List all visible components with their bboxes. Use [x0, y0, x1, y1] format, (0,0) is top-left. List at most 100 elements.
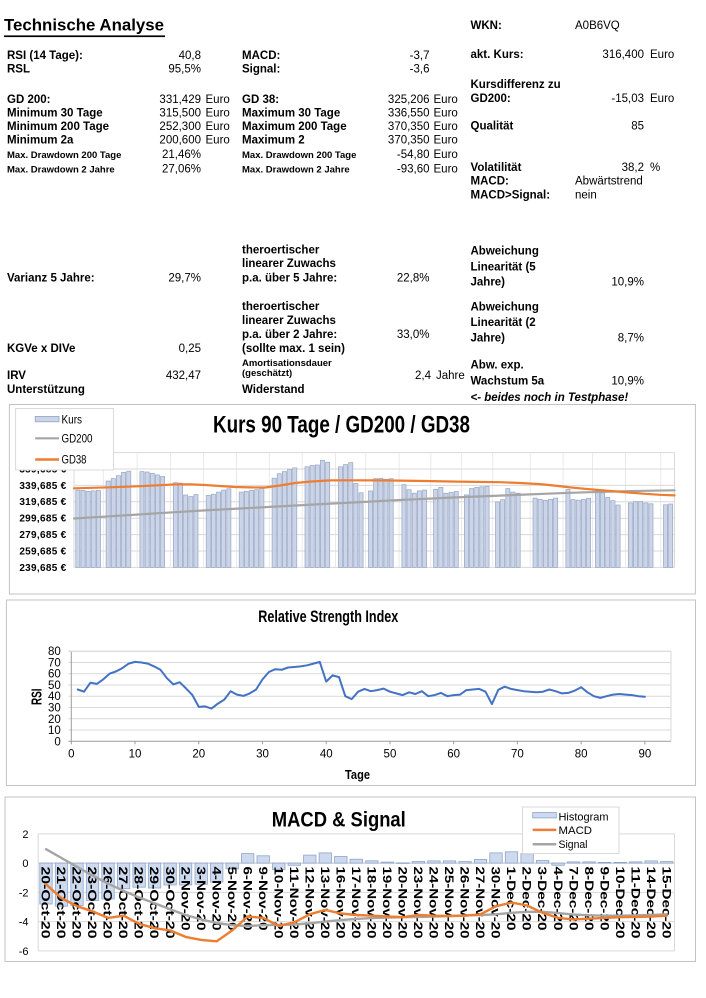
svg-text:6-Nov-20: 6-Nov-20 — [241, 867, 255, 931]
svg-text:0: 0 — [68, 749, 74, 761]
svg-text:0: 0 — [22, 858, 28, 870]
svg-text:27,06%: 27,06% — [162, 164, 201, 176]
svg-text:Kurs: Kurs — [62, 412, 83, 426]
svg-text:7-Dec-20: 7-Dec-20 — [567, 867, 581, 931]
svg-text:(sollte max. 1 sein): (sollte max. 1 sein) — [242, 343, 345, 355]
svg-text:370,350: 370,350 — [388, 121, 430, 133]
svg-text:Histogram: Histogram — [559, 811, 609, 823]
svg-text:theroertischer: theroertischer — [242, 244, 320, 256]
svg-text:2-Nov-20: 2-Nov-20 — [179, 867, 193, 931]
svg-text:-15,03: -15,03 — [611, 93, 644, 105]
svg-text:-6: -6 — [19, 946, 29, 958]
svg-text:Euro: Euro — [434, 164, 458, 176]
svg-text:18-Nov-20: 18-Nov-20 — [365, 867, 379, 939]
svg-text:RSI (14 Tage):: RSI (14 Tage): — [7, 50, 83, 62]
svg-text:8-Dec-20: 8-Dec-20 — [582, 867, 596, 931]
svg-text:38,2: 38,2 — [622, 162, 644, 174]
svg-text:17-Nov-20: 17-Nov-20 — [349, 867, 363, 939]
svg-text:60: 60 — [447, 749, 460, 761]
svg-text:Linearität (2: Linearität (2 — [471, 317, 536, 329]
svg-text:Signal:: Signal: — [242, 64, 280, 76]
svg-text:MACD:: MACD: — [471, 176, 509, 188]
svg-text:90: 90 — [638, 749, 651, 761]
svg-text:Kurs 90 Tage / GD200 / GD38: Kurs 90 Tage / GD200 / GD38 — [213, 411, 470, 438]
svg-text:RSI: RSI — [30, 689, 46, 706]
svg-text:Euro: Euro — [434, 149, 458, 161]
svg-text:MACD: MACD — [559, 825, 593, 837]
svg-text:10-Nov-20: 10-Nov-20 — [272, 867, 286, 939]
svg-text:GD200:: GD200: — [471, 93, 511, 105]
svg-text:27-Oct-20: 27-Oct-20 — [117, 867, 131, 939]
svg-text:Max. Drawdown 200 Tage: Max. Drawdown 200 Tage — [242, 150, 356, 161]
svg-text:-2: -2 — [19, 887, 29, 899]
svg-text:50: 50 — [384, 749, 397, 761]
svg-text:Euro: Euro — [434, 134, 458, 146]
svg-text:Euro: Euro — [206, 121, 230, 133]
svg-text:40: 40 — [320, 749, 333, 761]
svg-text:70: 70 — [511, 749, 524, 761]
svg-text:336,550: 336,550 — [388, 107, 430, 119]
svg-text:239,685 €: 239,685 € — [19, 563, 66, 574]
svg-text:27-Nov-20: 27-Nov-20 — [474, 867, 488, 939]
svg-text:9-Dec-20: 9-Dec-20 — [598, 867, 612, 931]
svg-text:-4: -4 — [19, 917, 29, 929]
svg-text:11-Nov-20: 11-Nov-20 — [287, 867, 301, 939]
svg-text:40,8: 40,8 — [179, 50, 201, 62]
svg-text:Tage: Tage — [345, 768, 370, 782]
svg-text:Max. Drawdown 200 Tage: Max. Drawdown 200 Tage — [7, 150, 121, 161]
svg-text:GD200: GD200 — [62, 431, 93, 445]
svg-text:2-Dec-20: 2-Dec-20 — [520, 867, 534, 931]
svg-text:Volatilität: Volatilität — [471, 162, 522, 174]
svg-text:12-Nov-20: 12-Nov-20 — [303, 867, 317, 939]
svg-text:26-Oct-20: 26-Oct-20 — [101, 867, 115, 939]
svg-text:95,5%: 95,5% — [168, 64, 201, 76]
svg-text:20-Oct-20: 20-Oct-20 — [39, 867, 53, 939]
svg-text:16-Nov-20: 16-Nov-20 — [334, 867, 348, 939]
svg-text:432,47: 432,47 — [166, 370, 201, 382]
svg-text:Kursdifferenz zu: Kursdifferenz zu — [471, 79, 561, 91]
svg-text:p.a. über 5 Jahre:: p.a. über 5 Jahre: — [242, 272, 337, 284]
svg-text:nein: nein — [575, 190, 597, 202]
svg-text:Max. Drawdown 2 Jahre: Max. Drawdown 2 Jahre — [242, 165, 350, 176]
svg-text:316,400: 316,400 — [602, 49, 644, 61]
svg-text:<- beides noch in Testphase!: <- beides noch in Testphase! — [471, 392, 629, 404]
svg-text:20: 20 — [48, 714, 61, 726]
svg-text:Euro: Euro — [434, 94, 458, 106]
svg-text:Abw. exp.: Abw. exp. — [471, 359, 524, 371]
svg-text:-3,7: -3,7 — [410, 50, 430, 62]
svg-text:23-Nov-20: 23-Nov-20 — [411, 867, 425, 939]
svg-text:Abwärtstrend: Abwärtstrend — [575, 176, 643, 188]
svg-text:Unterstützung: Unterstützung — [7, 384, 85, 396]
svg-text:Relative Strength Index: Relative Strength Index — [258, 608, 398, 626]
svg-text:GD38: GD38 — [62, 453, 87, 467]
svg-text:Euro: Euro — [650, 49, 674, 61]
svg-text:200,600: 200,600 — [159, 134, 201, 146]
svg-text:MACD & Signal: MACD & Signal — [272, 807, 406, 831]
svg-text:299,685 €: 299,685 € — [19, 514, 66, 525]
svg-text:GD 200:: GD 200: — [7, 94, 50, 106]
svg-text:p.a. über 2 Jahre:: p.a. über 2 Jahre: — [242, 329, 337, 341]
svg-text:Maximum 30 Tage: Maximum 30 Tage — [242, 107, 340, 119]
svg-text:21,46%: 21,46% — [162, 149, 201, 161]
svg-text:KGVe x DIVe: KGVe x DIVe — [7, 343, 75, 355]
svg-text:70: 70 — [48, 657, 61, 669]
svg-text:80: 80 — [48, 646, 61, 658]
svg-text:85: 85 — [631, 121, 644, 133]
svg-text:319,685 €: 319,685 € — [19, 497, 66, 508]
svg-text:30-Nov-20: 30-Nov-20 — [489, 867, 503, 939]
svg-text:Euro: Euro — [206, 94, 230, 106]
svg-text:331,429: 331,429 — [159, 94, 201, 106]
svg-text:3-Dec-20: 3-Dec-20 — [536, 867, 550, 931]
svg-text:MACD:: MACD: — [242, 50, 280, 62]
svg-text:20: 20 — [192, 749, 205, 761]
svg-text:MACD>Signal:: MACD>Signal: — [471, 190, 551, 202]
svg-text:Jahre: Jahre — [436, 370, 465, 382]
svg-text:13-Nov-20: 13-Nov-20 — [318, 867, 332, 939]
svg-text:19-Nov-20: 19-Nov-20 — [380, 867, 394, 939]
svg-text:IRV: IRV — [7, 370, 26, 382]
svg-text:21-Oct-20: 21-Oct-20 — [54, 867, 68, 939]
svg-text:linearer Zuwachs: linearer Zuwachs — [242, 315, 336, 327]
svg-text:Euro: Euro — [434, 107, 458, 119]
svg-text:Minimum 30 Tage: Minimum 30 Tage — [7, 107, 103, 119]
svg-text:Jahre): Jahre) — [471, 333, 506, 345]
